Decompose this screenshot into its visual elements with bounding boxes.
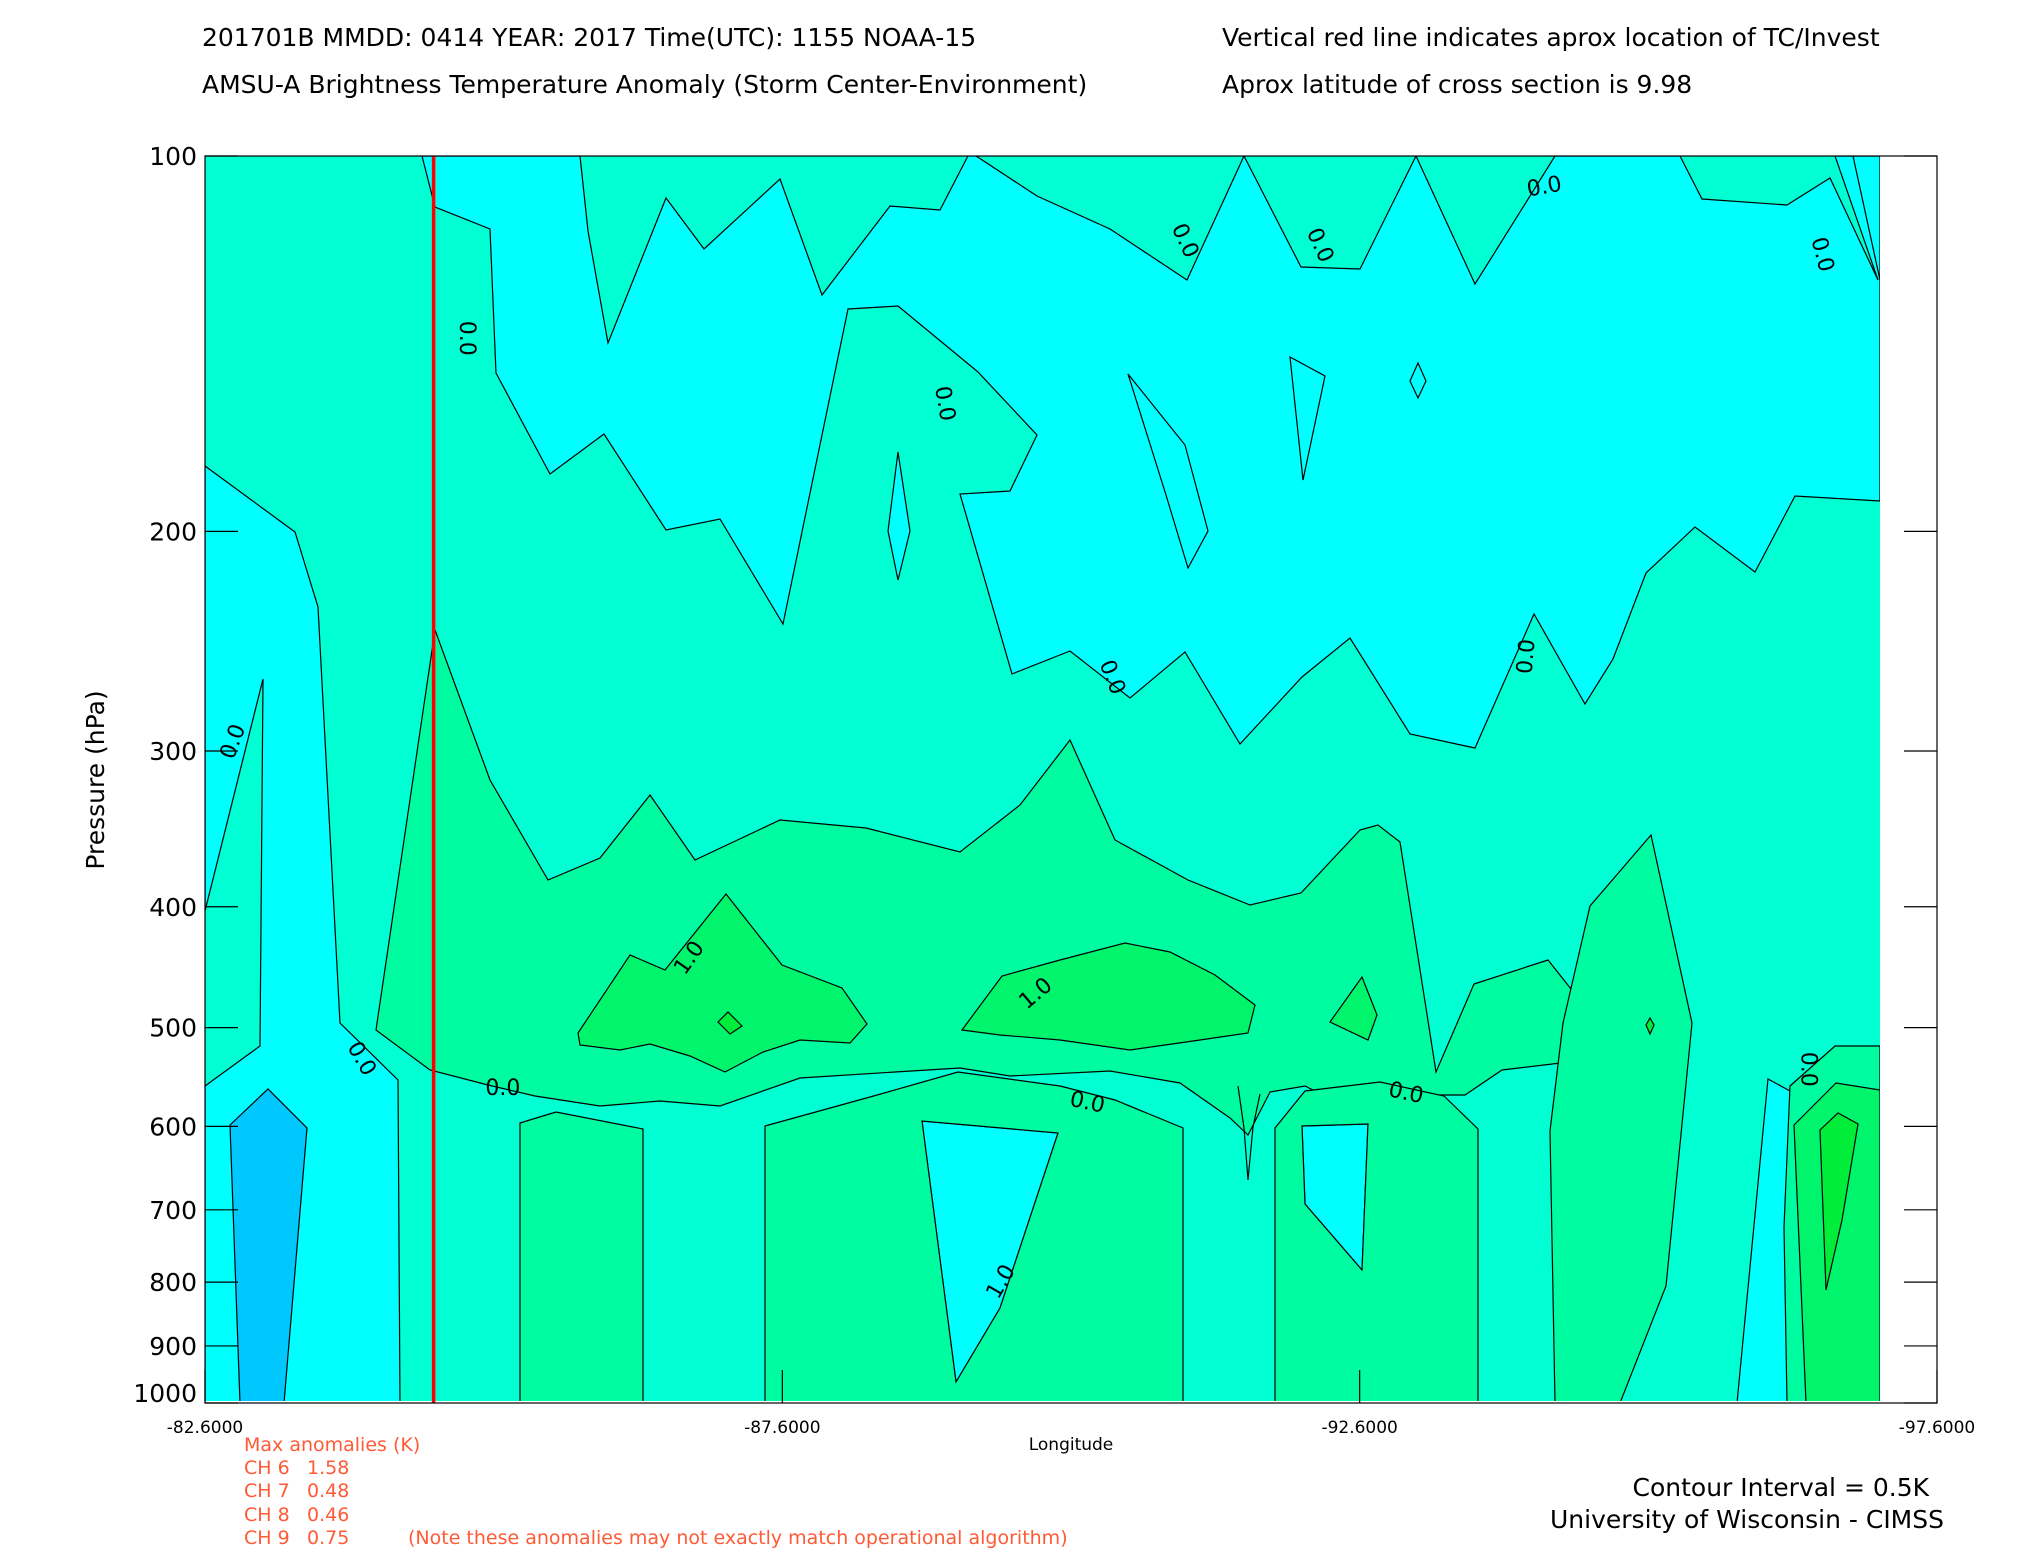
x-tick-label: -87.6000 bbox=[744, 1418, 820, 1438]
plot-frame bbox=[204, 155, 1938, 1404]
header-line1-right: Vertical red line indicates aprox locati… bbox=[1222, 23, 1880, 52]
green-patch-center bbox=[960, 942, 1256, 1051]
header-line2-left: AMSU-A Brightness Temperature Anomaly (S… bbox=[202, 70, 1087, 99]
y-axis-title: Pressure (hPa) bbox=[81, 690, 110, 869]
ch6-value: 1.58 bbox=[307, 1457, 349, 1479]
anomaly-note: (Note these anomalies may not exactly ma… bbox=[408, 1527, 1068, 1549]
y-axis: 100 200 300 400 500 600 700 800 900 1000 bbox=[133, 142, 1937, 1408]
peak-patch-left bbox=[717, 1011, 743, 1035]
y-tick-label: 300 bbox=[149, 737, 197, 766]
band-1.5-regions bbox=[717, 1011, 1859, 1291]
lower-green-column-2 bbox=[1274, 1081, 1479, 1401]
peak-patch-right-edge bbox=[1819, 1112, 1859, 1291]
max-anomalies-title: Max anomalies (K) bbox=[244, 1434, 420, 1456]
max-anomalies-panel: Max anomalies (K) CH 6 1.58 CH 7 0.48 CH… bbox=[244, 1434, 1068, 1549]
contour-interval: Contour Interval = 0.5K bbox=[1633, 1473, 1930, 1502]
contour-label: 0.0 bbox=[1525, 172, 1564, 203]
header-line1-left: 201701B MMDD: 0414 YEAR: 2017 Time(UTC):… bbox=[202, 23, 976, 52]
ch8-label: CH 8 bbox=[244, 1504, 290, 1526]
ch7-value: 0.48 bbox=[307, 1480, 349, 1502]
cyan-island-4 bbox=[1409, 361, 1427, 400]
contour-label: 0.0 bbox=[485, 1076, 520, 1101]
x-tick-label: -82.6000 bbox=[167, 1418, 243, 1438]
y-tick-label: 200 bbox=[149, 517, 197, 546]
ch8-value: 0.46 bbox=[307, 1504, 349, 1526]
cyan-island-1 bbox=[887, 451, 911, 581]
x-axis: -82.6000 -87.6000 -92.6000 -97.6000 bbox=[167, 1370, 1975, 1438]
contour-label: 0.0 bbox=[454, 321, 479, 356]
y-tick-label: 600 bbox=[149, 1112, 197, 1141]
header-line2-right: Aprox latitude of cross section is 9.98 bbox=[1222, 70, 1692, 99]
extra-contour-lines bbox=[1237, 156, 1880, 1181]
ch9-label: CH 9 bbox=[244, 1527, 290, 1549]
y-tick-label: 1000 bbox=[133, 1379, 197, 1408]
green-patch-left bbox=[577, 893, 868, 1073]
y-tick-label: 800 bbox=[149, 1268, 197, 1297]
deep-cyan-regions bbox=[229, 1088, 308, 1401]
y-tick-label: 500 bbox=[149, 1014, 197, 1043]
contour-line-notch bbox=[1237, 1085, 1261, 1181]
band-1.0-regions bbox=[577, 893, 1880, 1401]
y-tick-label: 700 bbox=[149, 1196, 197, 1225]
institution-credit: University of Wisconsin - CIMSS bbox=[1550, 1505, 1944, 1534]
ch7-label: CH 7 bbox=[244, 1480, 290, 1502]
lower-green-ring bbox=[764, 1071, 1184, 1401]
ch9-value: 0.75 bbox=[307, 1527, 349, 1549]
y-tick-label: 900 bbox=[149, 1332, 197, 1361]
contour-plot-area: 0.00.01.00.00.01.00.01.00.0 0.00.00.00.00… bbox=[205, 156, 1937, 1403]
cyan-island-2 bbox=[1127, 373, 1209, 570]
cyan-island-3 bbox=[1289, 355, 1326, 481]
green-patch-right bbox=[1329, 975, 1378, 1041]
x-axis-title: Longitude bbox=[1029, 1435, 1114, 1455]
peak-dot bbox=[1645, 1016, 1655, 1036]
cyan-regions bbox=[205, 156, 1880, 1401]
contour-label: 0.0 bbox=[929, 384, 960, 423]
contour-label: 0.0 bbox=[1513, 638, 1541, 675]
x-tick-label: -97.6000 bbox=[1899, 1418, 1975, 1438]
right-green-spindle bbox=[1549, 833, 1693, 1401]
upper-cyan-region bbox=[421, 156, 1880, 749]
ch6-label: CH 6 bbox=[244, 1457, 290, 1479]
no-data-strip bbox=[1880, 156, 1937, 1403]
contour-label: 0.0 bbox=[1796, 1052, 1821, 1087]
y-tick-label: 100 bbox=[149, 142, 197, 171]
x-tick-label: -92.6000 bbox=[1321, 1418, 1397, 1438]
lower-green-column-1 bbox=[519, 1111, 644, 1401]
contour-line-right-edge bbox=[1852, 156, 1880, 281]
y-tick-label: 400 bbox=[149, 893, 197, 922]
deep-cyan-column bbox=[229, 1088, 308, 1401]
